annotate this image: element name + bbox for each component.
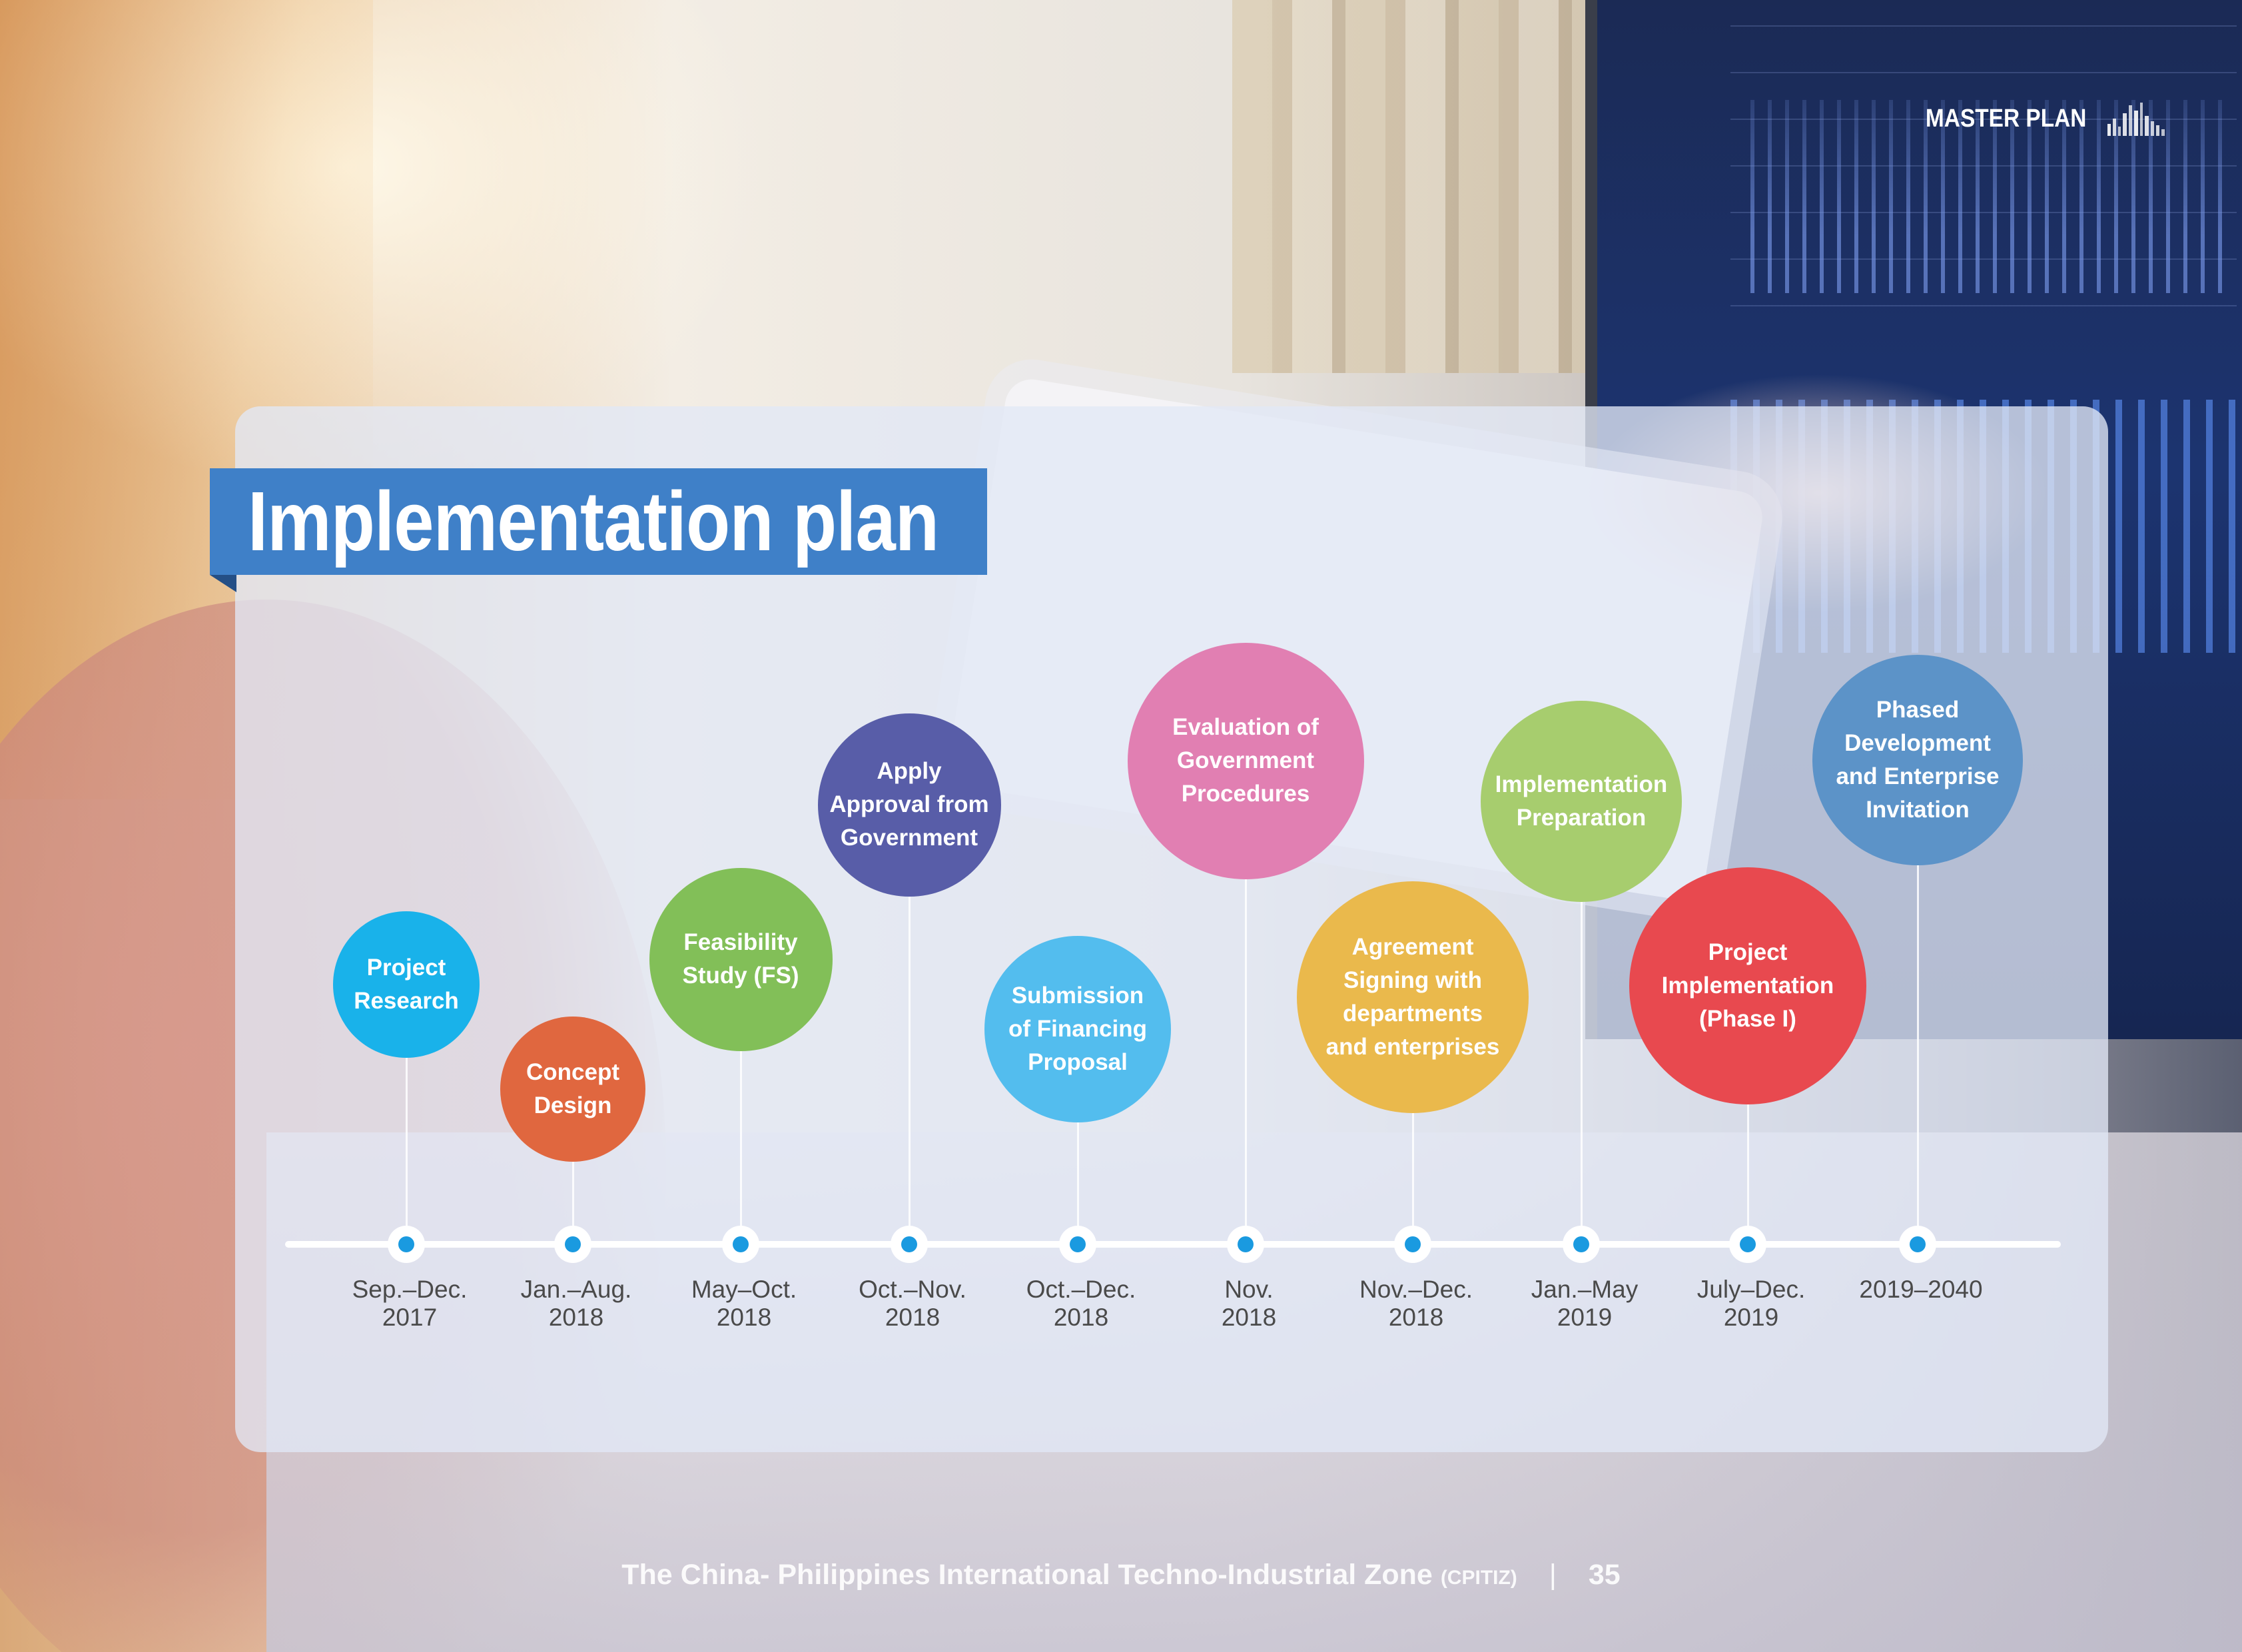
milestone-date-period: May–Oct. [691,1276,797,1303]
milestone-date-period: Nov. [1224,1276,1274,1303]
milestone-date-period: Jan.–May [1531,1276,1639,1303]
milestone-connector [1077,1122,1079,1244]
timeline-dot [1740,1236,1756,1252]
timeline-node [1394,1226,1431,1263]
milestone-bubble: Concept Design [500,1017,645,1162]
timeline-node [722,1226,759,1263]
timeline-dot [1405,1236,1421,1252]
milestone-connector [1747,1104,1749,1244]
milestone-date-year: 2017 [382,1304,438,1331]
milestone-date-year: 2018 [1053,1304,1109,1331]
milestone-connector [909,896,911,1244]
timeline-node [1059,1226,1096,1263]
timeline-dot [1238,1236,1254,1252]
milestone-date: May–Oct. 2018 [664,1276,824,1332]
milestone-date-period: Sep.–Dec. [352,1276,468,1303]
page-footer: The China- Philippines International Tec… [0,1559,2242,1591]
timeline-node [388,1226,425,1263]
milestone-date: Nov.–Dec. 2018 [1336,1276,1496,1332]
timeline-dot [1070,1236,1086,1252]
milestone-bubble: Feasibility Study (FS) [649,867,833,1051]
timeline-dot [1573,1236,1589,1252]
milestone-date-year: 2018 [1221,1304,1277,1331]
milestone-date-year: 2018 [885,1304,940,1331]
milestone-label: Feasibility Study (FS) [682,929,799,989]
footer-separator: | [1549,1559,1557,1591]
milestone-connector [740,1050,742,1244]
timeline-dot [1910,1236,1926,1252]
milestone-date-period: Oct.–Dec. [1026,1276,1136,1303]
milestone-date-period: Nov.–Dec. [1359,1276,1473,1303]
milestone-bubble: Project Implementation (Phase I) [1629,867,1866,1104]
milestone-date-year: 2018 [548,1304,604,1331]
milestone-date-period: July–Dec. [1696,1276,1806,1303]
milestone-date-period: 2019–2040 [1859,1276,1983,1303]
milestone-date-period: Jan.–Aug. [520,1276,632,1303]
timeline-node [1227,1226,1264,1263]
milestone-bubble: Project Research [333,911,480,1058]
milestone-date-year: 2019 [1723,1304,1779,1331]
milestone-bubble: Evaluation of Government Procedures [1127,642,1364,879]
milestone-label: Project Implementation (Phase I) [1661,939,1834,1032]
milestone-connector [1412,1113,1414,1244]
milestone-connector [1917,865,1919,1244]
timeline-dot [733,1236,749,1252]
milestone-connector [572,1162,574,1244]
milestone-label: Implementation Preparation [1495,771,1668,831]
timeline-node [1899,1226,1936,1263]
milestone-date: Oct.–Nov. 2018 [833,1276,992,1332]
milestone-label: Submission of Financing Proposal [1008,983,1148,1075]
milestone-date: Sep.–Dec. 2017 [330,1276,490,1332]
footer-title: The China- Philippines International Tec… [621,1559,1433,1591]
milestone-date: Jan.–May 2019 [1505,1276,1665,1332]
milestone-date-year: 2018 [716,1304,772,1331]
milestone-date-year: 2018 [1388,1304,1444,1331]
title-bar [210,468,987,575]
milestone-bubble: Submission of Financing Proposal [984,936,1171,1122]
city-skyline-icon [2107,103,2165,136]
timeline-dot [398,1236,414,1252]
milestone-label: Concept Design [526,1059,619,1118]
milestone-label: Apply Approval from Government [829,758,989,851]
timeline-dot [901,1236,917,1252]
milestone-date-year: 2019 [1557,1304,1613,1331]
milestone-connector [1245,879,1247,1244]
timeline-node [1729,1226,1766,1263]
timeline-node [554,1226,591,1263]
milestone-bubble: Agreement Signing with departments and e… [1297,881,1529,1113]
milestone-connector [1581,902,1583,1244]
timeline-axis [285,1241,2061,1248]
milestone-label: Project Research [354,955,459,1014]
milestone-label: Evaluation of Government Procedures [1172,714,1319,807]
milestone-label: Agreement Signing with departments and e… [1325,934,1500,1060]
milestone-label: Phased Development and Enterprise Invita… [1836,697,2000,823]
milestone-date: Nov. 2018 [1169,1276,1329,1332]
milestone-date-period: Oct.–Nov. [859,1276,966,1303]
page-number: 35 [1588,1559,1621,1591]
milestone-bubble: Apply Approval from Government [817,713,1001,897]
milestone-date: July–Dec. 2019 [1671,1276,1831,1332]
milestone-date: 2019–2040 [1841,1276,2001,1304]
timeline-dot [565,1236,581,1252]
milestone-date: Jan.–Aug. 2018 [496,1276,656,1332]
title-bar-fold [210,575,236,592]
milestone-bubble: Implementation Preparation [1481,701,1682,902]
milestone-date: Oct.–Dec. 2018 [1001,1276,1161,1332]
milestone-connector [406,1058,408,1244]
master-plan-header: MASTER PLAN [1904,99,2167,139]
page-title: Implementation plan [248,474,939,568]
milestone-bubble: Phased Development and Enterprise Invita… [1812,655,2023,865]
timeline-node [1563,1226,1600,1263]
section-label: MASTER PLAN [1925,104,2086,133]
timeline-node [891,1226,928,1263]
footer-abbreviation: (CPITIZ) [1440,1567,1517,1589]
